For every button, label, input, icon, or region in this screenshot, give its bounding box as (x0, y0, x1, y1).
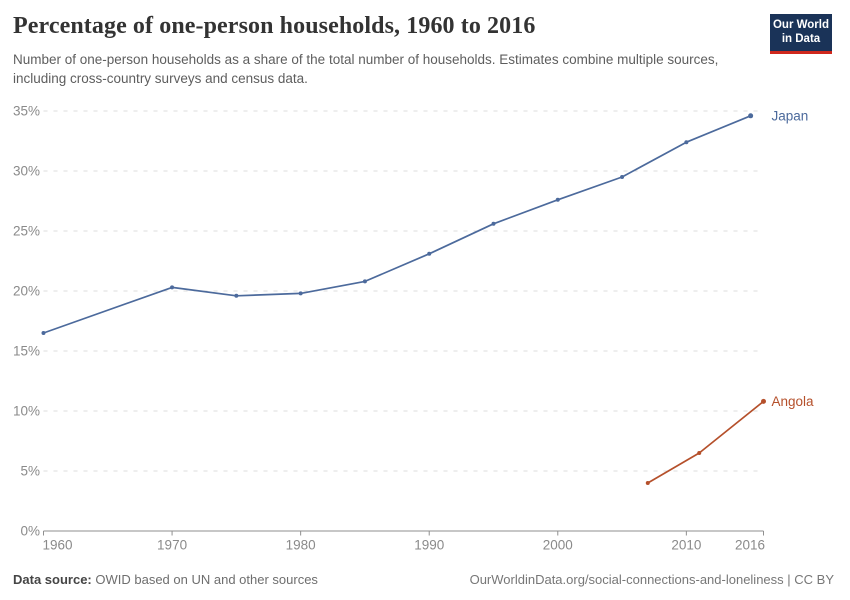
x-tick-label: 1980 (286, 538, 316, 553)
japan-data-point[interactable] (684, 140, 689, 145)
japan-data-point[interactable] (427, 251, 432, 256)
angola-data-point[interactable] (645, 481, 650, 485)
japan-data-point[interactable] (41, 331, 46, 335)
x-tick-label: 2016 (735, 538, 765, 553)
x-tick-label: 2000 (543, 538, 573, 553)
y-tick-label: 0% (20, 524, 40, 539)
y-tick-label: 30% (13, 164, 40, 179)
y-tick-label: 10% (13, 404, 40, 419)
credit-url: OurWorldinData.org/social-connections-an… (469, 572, 834, 587)
japan-series-line[interactable] (42, 114, 752, 334)
owid-logo: Our World in Data (770, 14, 832, 54)
owid-logo-line2: in Data (781, 32, 821, 45)
y-tick-label: 20% (13, 284, 40, 299)
japan-data-point[interactable] (234, 293, 239, 298)
angola-data-point[interactable] (761, 398, 766, 404)
y-tick-label: 5% (20, 464, 40, 479)
x-tick-label: 2010 (671, 538, 701, 553)
japan-data-point[interactable] (491, 221, 496, 226)
x-tick-label: 1970 (157, 538, 187, 553)
japan-data-point[interactable] (748, 113, 754, 119)
owid-logo-line1: Our World (772, 19, 829, 31)
chart-footer: Data source: OWID based on UN and other … (13, 572, 834, 587)
japan-data-point[interactable] (298, 291, 303, 296)
y-tick-label: 25% (13, 224, 40, 239)
data-source-note: Data source: OWID based on UN and other … (13, 572, 318, 587)
japan-data-point[interactable] (555, 197, 560, 202)
x-tick-label: 1960 (43, 538, 73, 553)
data-source-label: Data source: (13, 572, 92, 587)
japan-data-point[interactable] (170, 285, 175, 290)
chart-subtitle: Number of one-person households as a sha… (13, 52, 719, 86)
page-title: Percentage of one-person households, 196… (13, 13, 536, 39)
y-tick-label: 15% (13, 344, 40, 359)
angola-series-label[interactable]: Angola (772, 394, 815, 409)
japan-series-label[interactable]: Japan (772, 108, 809, 123)
japan-data-point[interactable] (362, 279, 367, 284)
x-tick-label: 1990 (414, 538, 444, 553)
data-source-text: OWID based on UN and other sources (95, 572, 318, 587)
angola-data-point[interactable] (697, 451, 702, 455)
japan-data-point[interactable] (620, 175, 625, 179)
y-tick-label: 35% (13, 104, 40, 119)
